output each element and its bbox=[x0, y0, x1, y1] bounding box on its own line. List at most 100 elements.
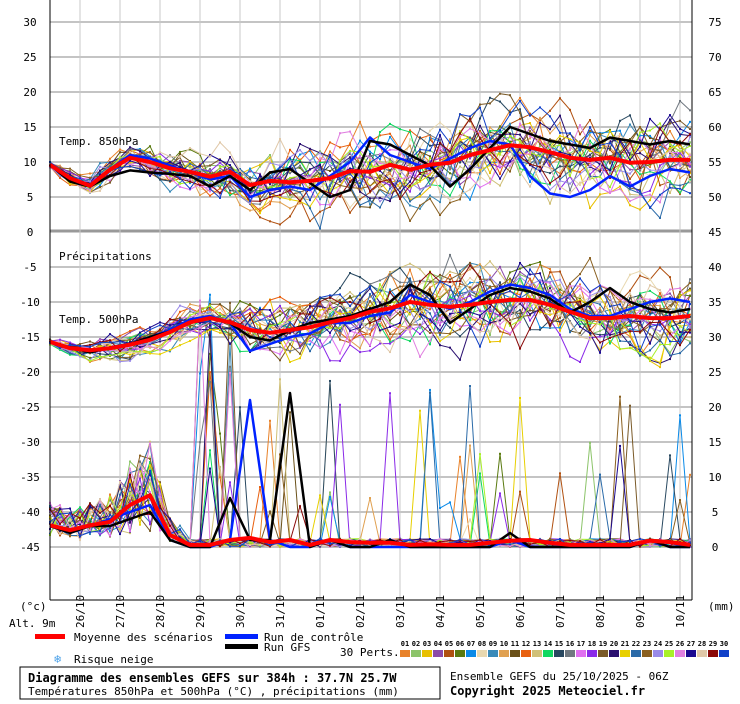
perturbation-point bbox=[399, 336, 401, 338]
perturbation-point bbox=[589, 257, 591, 259]
perturbation-point bbox=[449, 168, 451, 170]
perturbation-point bbox=[539, 155, 541, 157]
perturbation-point bbox=[229, 156, 231, 158]
perturbation-point bbox=[639, 310, 641, 312]
perturbation-point bbox=[209, 309, 211, 311]
perturbation-point bbox=[259, 325, 261, 327]
perturbation-point bbox=[339, 146, 341, 148]
perturbation-point bbox=[489, 127, 491, 129]
perturbation-point bbox=[499, 173, 501, 175]
perturbation-point bbox=[669, 143, 671, 145]
perturbation-point bbox=[199, 441, 201, 443]
perturbation-point bbox=[589, 119, 591, 121]
perturbation-point bbox=[199, 333, 201, 335]
perturbation-point bbox=[299, 202, 301, 204]
perturbation-point bbox=[629, 193, 631, 195]
perturbation-point bbox=[479, 290, 481, 292]
perturbation-point bbox=[299, 184, 301, 186]
perturbation-point bbox=[419, 318, 421, 320]
perturbation-point bbox=[289, 172, 291, 174]
perturbation-point bbox=[569, 161, 571, 163]
perturbation-point bbox=[79, 506, 81, 508]
perturbation-point bbox=[549, 271, 551, 273]
perturbation-point bbox=[669, 335, 671, 337]
perturbation-point bbox=[389, 392, 391, 394]
perturbation-point bbox=[359, 178, 361, 180]
perturbation-point bbox=[549, 164, 551, 166]
perturbation-point bbox=[179, 151, 181, 153]
perturbation-point bbox=[329, 380, 331, 382]
perturbation-point bbox=[519, 309, 521, 311]
perturbation-point bbox=[299, 154, 301, 156]
perturbation-point bbox=[399, 267, 401, 269]
perturbation-point bbox=[129, 337, 131, 339]
perturbation-point bbox=[359, 299, 361, 301]
perturbation-point bbox=[579, 161, 581, 163]
perturbation-point bbox=[349, 156, 351, 158]
perturbation-point bbox=[479, 472, 481, 474]
perturbation-point bbox=[569, 331, 571, 333]
perturbation-point bbox=[379, 197, 381, 199]
perturbation-point bbox=[529, 181, 531, 183]
perturbation-point bbox=[459, 186, 461, 188]
perturbation-point bbox=[569, 166, 571, 168]
perturbation-point bbox=[539, 288, 541, 290]
perturbation-point bbox=[319, 332, 321, 334]
perturbation-point bbox=[559, 144, 561, 146]
perturbation-point bbox=[589, 140, 591, 142]
perturbation-point bbox=[189, 326, 191, 328]
perturbation-point bbox=[539, 326, 541, 328]
perturbation-point bbox=[599, 171, 601, 173]
perturbation-point bbox=[199, 372, 201, 374]
perturbation-point bbox=[319, 211, 321, 213]
perturbation-point bbox=[59, 339, 61, 341]
perturbation-point bbox=[149, 145, 151, 147]
perturbation-point bbox=[119, 499, 121, 501]
perturbation-point bbox=[79, 519, 81, 521]
perturbation-point bbox=[619, 164, 621, 166]
perturbation-point bbox=[139, 524, 141, 526]
perturbation-point bbox=[559, 310, 561, 312]
perturbation-point bbox=[559, 284, 561, 286]
perturbation-point bbox=[579, 173, 581, 175]
perturbation-point bbox=[219, 313, 221, 315]
perturbation-point bbox=[279, 359, 281, 361]
perturbation-point bbox=[149, 530, 151, 532]
perturbation-point bbox=[279, 322, 281, 324]
perturbation-point bbox=[339, 159, 341, 161]
perturbation-point bbox=[279, 353, 281, 355]
perturbation-point bbox=[189, 166, 191, 168]
perturbation-point bbox=[189, 310, 191, 312]
perturbation-point bbox=[389, 193, 391, 195]
perturbation-point bbox=[689, 336, 691, 338]
perturbation-point bbox=[329, 341, 331, 343]
perturbation-point bbox=[509, 278, 511, 280]
perturbation-point bbox=[289, 302, 291, 304]
perturbation-point bbox=[629, 178, 631, 180]
perturbation-point bbox=[589, 154, 591, 156]
perturbation-point bbox=[139, 153, 141, 155]
perturbation-point bbox=[229, 366, 231, 368]
perturbation-point bbox=[329, 299, 331, 301]
perturbation-point bbox=[209, 329, 211, 331]
perturbation-point bbox=[299, 149, 301, 151]
perturbation-point bbox=[589, 295, 591, 297]
perturbation-point bbox=[429, 343, 431, 345]
perturbation-point bbox=[519, 313, 521, 315]
perturbation-point bbox=[179, 186, 181, 188]
perturbation-point bbox=[229, 334, 231, 336]
perturbation-point bbox=[639, 137, 641, 139]
perturbation-point bbox=[449, 298, 451, 300]
perturbation-point bbox=[369, 197, 371, 199]
perturbation-point bbox=[439, 322, 441, 324]
perturbation-point bbox=[409, 138, 411, 140]
perturbation-point bbox=[669, 354, 671, 356]
perturbation-point bbox=[499, 492, 501, 494]
perturbation-point bbox=[629, 328, 631, 330]
perturbation-point bbox=[519, 321, 521, 323]
perturbation-point bbox=[419, 268, 421, 270]
perturbation-point bbox=[569, 138, 571, 140]
perturbation-point bbox=[309, 148, 311, 150]
perturbation-point bbox=[189, 328, 191, 330]
perturbation-point bbox=[459, 288, 461, 290]
